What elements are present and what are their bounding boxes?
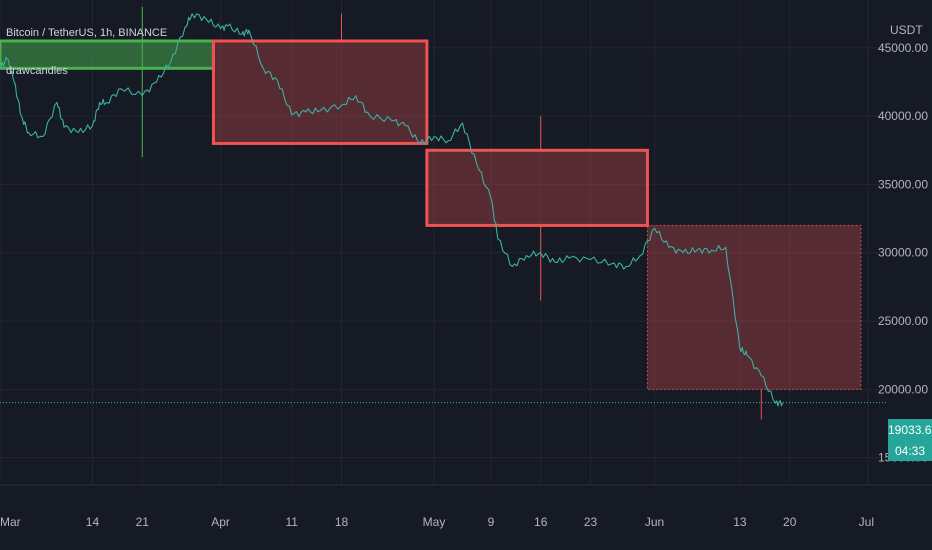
x-tick-label: May xyxy=(423,515,446,529)
price-line xyxy=(0,13,784,407)
axes: USDT 45000.00 40000.00 35000.00 30000.00 250… xyxy=(0,23,932,529)
y-tick-label: 35000.00 xyxy=(878,177,928,191)
indicator-legend[interactable]: drawcandles xyxy=(6,65,68,77)
indicator-title: drawcandles xyxy=(6,65,68,77)
last-price-badge: 19033.62 xyxy=(888,419,932,441)
x-tick-label: 11 xyxy=(285,515,298,529)
x-tick-label: 20 xyxy=(783,515,797,529)
y-tick-label: 40000.00 xyxy=(878,109,928,123)
y-tick-label: 25000.00 xyxy=(878,314,928,328)
symbol-legend[interactable]: Bitcoin / TetherUS, 1h, BINANCE xyxy=(6,27,167,39)
x-tick-label: 14 xyxy=(86,515,100,529)
x-tick-label: Jun xyxy=(645,515,664,529)
grid xyxy=(0,0,880,485)
x-tick-label: 13 xyxy=(733,515,747,529)
y-tick-label: 20000.00 xyxy=(878,382,928,396)
x-tick-label: 9 xyxy=(488,515,495,529)
x-tick-label: 18 xyxy=(335,515,349,529)
x-tick-label: Jul xyxy=(859,515,874,529)
x-tick-label: Mar xyxy=(0,515,21,529)
y-tick-label: 45000.00 xyxy=(878,41,928,55)
x-tick-label: 23 xyxy=(584,515,598,529)
currency-label: USDT xyxy=(890,23,923,37)
countdown-badge: 04:33 xyxy=(888,441,932,461)
drawcandles-boxes xyxy=(0,39,862,390)
price-series xyxy=(0,13,886,407)
drawcandles-wicks xyxy=(141,6,762,420)
bearish-box xyxy=(211,39,429,145)
x-tick-label: Apr xyxy=(211,515,230,529)
x-tick-label: 16 xyxy=(534,515,548,529)
x-tick-label: 21 xyxy=(136,515,150,529)
symbol-title: Bitcoin / TetherUS, 1h, BINANCE xyxy=(6,27,168,39)
y-tick-label: 30000.00 xyxy=(878,246,928,260)
bearish-box xyxy=(425,148,649,227)
